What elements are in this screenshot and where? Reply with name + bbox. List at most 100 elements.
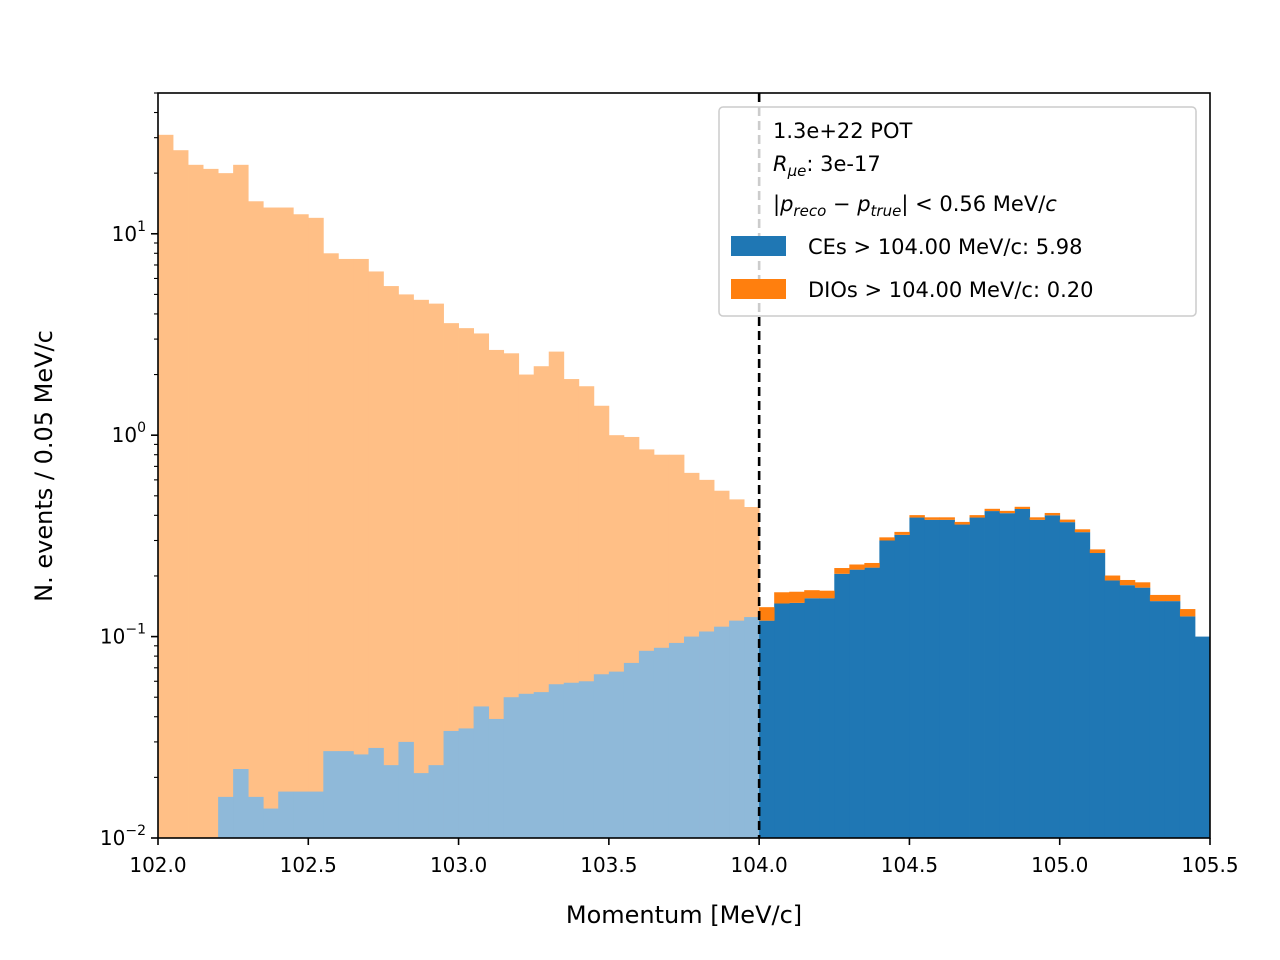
ce-bar [924,519,940,838]
dio-stacked-bar [789,591,805,603]
ce-bar [789,602,805,838]
x-axis-ticks: 102.0 102.5 103.0 103.5 104.0 104.5 105.0 105.5 [129,838,1239,877]
ce-bar [1255,701,1270,838]
dio-stacked-bar [804,590,820,599]
ce-bar [879,540,895,838]
legend: 1.3e+22 POT Rμe: 3e-17 |preco − ptrue| <… [718,106,1197,317]
dio-stacked-bar [1074,529,1091,533]
dio-faded-bar [233,164,249,838]
y-tick-label: 101 [112,219,146,246]
dio-stacked-bar [759,607,775,621]
res-bar-close: | < 0.56 MeV/ [901,192,1046,217]
rmue-sub: μe [787,162,807,180]
dio-faded-bar [398,294,414,838]
ce-faded-bar [668,642,685,838]
dio-faded-bar [383,286,399,838]
ce-bar [1134,587,1151,838]
dio-faded-bar [338,258,354,838]
ce-faded-bar [699,631,715,838]
ce-bar [1240,652,1255,838]
ce-bars [759,509,1270,838]
ce-faded-bar [548,684,565,838]
y-tick-label: 10−1 [100,622,146,649]
y-axis-ticks: 10−2 10−1 100 101 [100,92,158,850]
ce-faded-bar [744,617,760,838]
ce-faded-bar [368,747,384,838]
dio-stacked-bar [849,564,865,570]
dio-stacked-bars [759,506,1196,621]
dio-stacked-bar [864,562,880,568]
ce-bar [1225,637,1240,838]
ce-faded-bar [533,692,550,838]
ce-faded-bar [323,751,339,838]
dio-stacked-bar [819,590,835,599]
dio-faded-bar [158,134,174,838]
ce-faded-bar [233,769,249,838]
dio-faded-bar [293,214,309,838]
ce-faded-bar [488,718,505,838]
res-true-sub: true [871,202,902,220]
dio-faded-bar [458,328,474,838]
dio-faded-bar [248,201,264,838]
rmue-symbol: R [773,152,788,176]
x-tick-label: 104.5 [881,853,938,877]
res-p-true: p [856,192,870,216]
ce-faded-bar [443,730,459,838]
ce-faded-bar [473,706,490,838]
ce-bar [1044,515,1061,838]
ce-bar [984,511,1000,838]
dio-faded-bar [428,303,444,838]
legend-swatch-ce [731,236,786,256]
ce-faded-bar [653,647,670,838]
dio-stacked-bar [1089,549,1106,554]
legend-label-ce: CEs > 104.00 MeV/c: 5.98 [808,235,1083,259]
dio-stacked-bar [1149,594,1166,602]
ce-bar [819,598,835,838]
dio-faded-bar [368,271,384,838]
dio-faded-bar [443,323,459,838]
dio-stacked-bar [909,515,925,518]
ce-faded-bar [413,773,429,838]
ce-faded-bar [263,808,279,838]
dio-faded-bar [413,299,429,838]
dio-stacked-bar [999,510,1016,514]
ce-faded-bar [714,626,730,838]
ce-bar [1029,519,1046,838]
ce-bar [1074,532,1091,838]
y-tick-label: 100 [112,420,146,447]
legend-pot: 1.3e+22 POT [773,119,913,143]
x-tick-label: 104.0 [731,853,788,877]
dio-faded-bar [278,207,294,838]
ce-bar [1104,580,1121,838]
x-tick-label: 103.5 [580,853,637,877]
ce-bar [909,517,925,838]
ce-faded-bar [428,765,444,838]
dio-stacked-bar [954,521,970,525]
ce-bar [774,603,790,838]
legend-swatch-dio [731,279,786,299]
ce-bar [1089,553,1106,838]
ce-bar [999,513,1016,838]
dio-stacked-bar [1059,519,1076,523]
dio-stacked-bar [774,592,790,604]
ce-faded-bar [563,682,580,838]
res-p-reco: p [779,192,793,216]
ce-faded-bar [608,671,625,838]
ce-bar [849,569,865,838]
dio-faded-bar [353,258,369,838]
ce-faded-bar [593,674,610,838]
dio-stacked-bar [834,568,850,574]
dio-stacked-bar [969,515,985,518]
ce-faded-bar [503,697,520,838]
rmue-value: : 3e-17 [806,152,880,176]
x-tick-label: 105.5 [1181,853,1238,877]
ce-faded-bar [293,791,309,838]
res-reco-sub: reco [793,202,826,220]
dio-faded-bar [488,349,505,838]
dio-stacked-bar [1119,579,1136,586]
dio-stacked-bar [1044,512,1061,516]
dio-faded-bar [308,217,324,838]
dio-stacked-bar [1104,575,1121,581]
dio-stacked-bar [879,537,895,541]
